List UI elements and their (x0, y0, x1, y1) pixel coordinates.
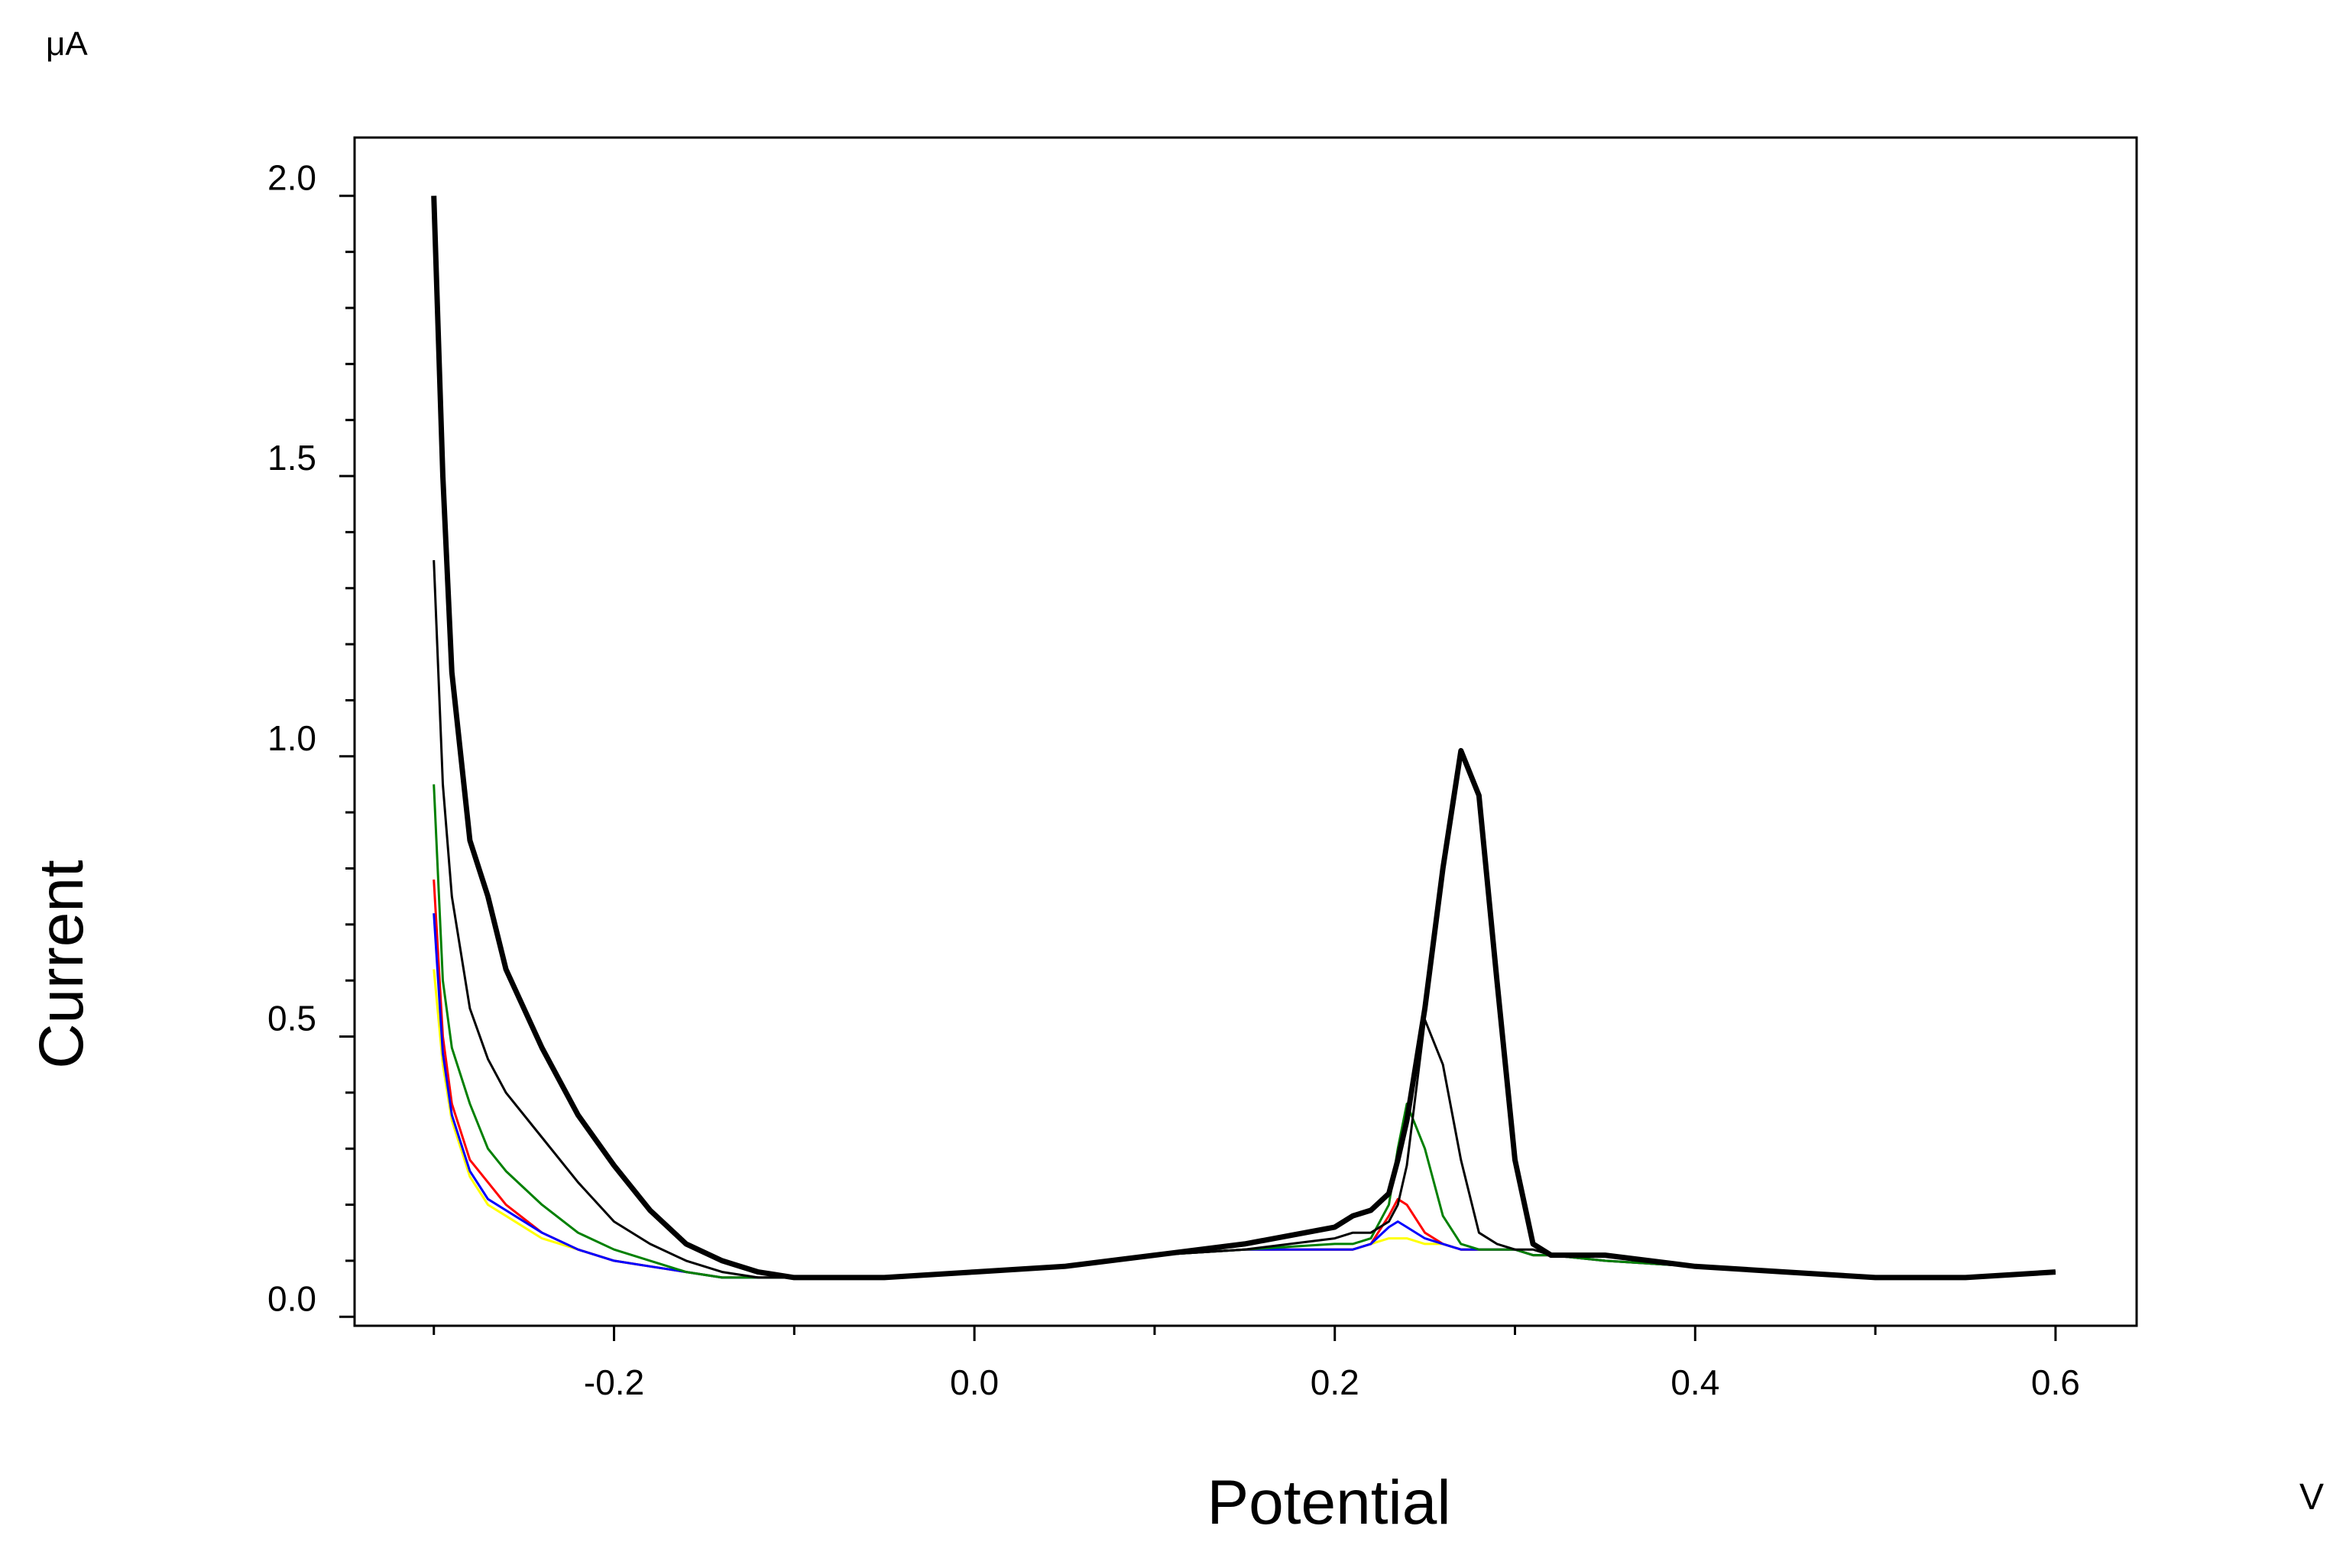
series-line (431, 196, 2056, 1281)
y-tick-label: 2.0 (267, 157, 316, 197)
y-tick-label: 0.5 (267, 999, 316, 1038)
y-tick-label: 1.0 (267, 718, 316, 758)
plot-frame (353, 136, 2138, 1327)
y-axis-title: Current (27, 860, 96, 1069)
x-tick-label: 0.6 (2031, 1362, 2080, 1402)
series-line (433, 784, 2056, 1279)
y-tick-label: 0.0 (267, 1278, 316, 1318)
x-tick-label: 0.0 (950, 1362, 999, 1402)
x-tick-label: 0.2 (1311, 1362, 1359, 1402)
y-unit: μA (46, 25, 88, 63)
x-tick-label: 0.4 (1670, 1362, 1719, 1402)
x-axis-title: Potential (1207, 1468, 1450, 1537)
x-tick-label: -0.2 (584, 1362, 644, 1402)
y-tick-label: 1.5 (267, 438, 316, 478)
x-unit: V (2299, 1477, 2324, 1518)
